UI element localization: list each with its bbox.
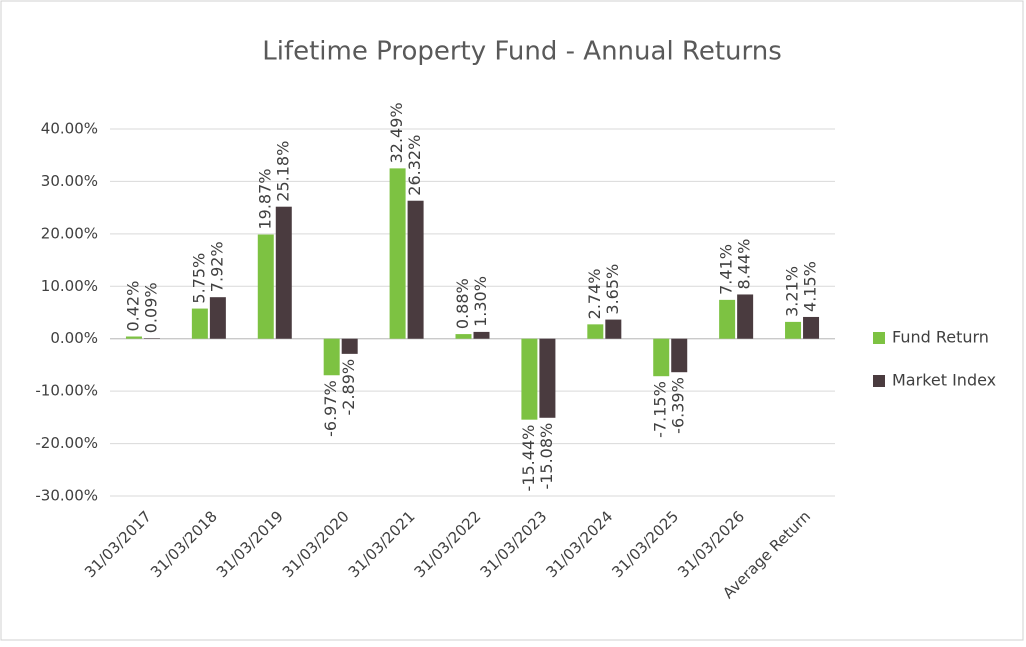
bar xyxy=(719,300,735,339)
bar xyxy=(126,337,142,339)
data-label: -2.89% xyxy=(339,359,358,416)
bar xyxy=(390,168,406,338)
data-label: 3.65% xyxy=(603,264,622,315)
bar xyxy=(521,339,537,420)
legend-swatch xyxy=(873,375,885,387)
bar xyxy=(342,339,358,354)
chart-title: Lifetime Property Fund - Annual Returns xyxy=(262,37,782,67)
y-tick-label: 30.00% xyxy=(41,172,98,190)
bar xyxy=(192,309,208,339)
bar xyxy=(671,339,687,373)
bar xyxy=(785,322,801,339)
bar xyxy=(474,332,490,339)
data-label: 8.44% xyxy=(735,239,754,290)
bar xyxy=(539,339,555,418)
bar xyxy=(408,201,424,339)
bar xyxy=(210,297,226,339)
data-label: -6.39% xyxy=(669,377,688,434)
y-tick-label: -10.00% xyxy=(35,382,98,400)
legend-label: Market Index xyxy=(892,371,996,390)
y-tick-label: 0.00% xyxy=(50,329,98,347)
data-label: 25.18% xyxy=(273,141,292,202)
data-label: 32.49% xyxy=(387,102,406,163)
data-label: 7.41% xyxy=(717,244,736,295)
data-label: 7.92% xyxy=(207,241,226,292)
bar xyxy=(324,339,340,376)
data-label: 4.15% xyxy=(801,261,820,312)
data-label: -15.44% xyxy=(519,425,538,492)
data-label: 19.87% xyxy=(255,169,274,230)
data-label: -6.97% xyxy=(321,380,340,437)
legend-label: Fund Return xyxy=(892,328,989,347)
bar xyxy=(587,324,603,338)
data-label: 2.74% xyxy=(585,269,604,320)
data-label: 3.21% xyxy=(783,266,802,317)
data-label: 0.88% xyxy=(453,278,472,329)
data-label: -15.08% xyxy=(537,423,556,490)
bar xyxy=(605,320,621,339)
data-label: -7.15% xyxy=(651,381,670,438)
data-label: 0.09% xyxy=(141,282,160,333)
bar xyxy=(653,339,669,376)
y-tick-label: -30.00% xyxy=(35,487,98,505)
bar xyxy=(258,235,274,339)
data-label: 5.75% xyxy=(189,253,208,304)
bar xyxy=(456,334,472,339)
legend-swatch xyxy=(873,332,885,344)
bar xyxy=(276,207,292,339)
y-tick-label: 40.00% xyxy=(41,120,98,138)
data-label: 1.30% xyxy=(471,276,490,327)
data-label: 26.32% xyxy=(405,135,424,196)
data-label: 0.42% xyxy=(123,281,142,332)
y-tick-label: 20.00% xyxy=(41,224,98,242)
y-tick-label: 10.00% xyxy=(41,277,98,295)
bar xyxy=(803,317,819,339)
bar xyxy=(737,294,753,338)
y-tick-label: -20.00% xyxy=(35,434,98,452)
